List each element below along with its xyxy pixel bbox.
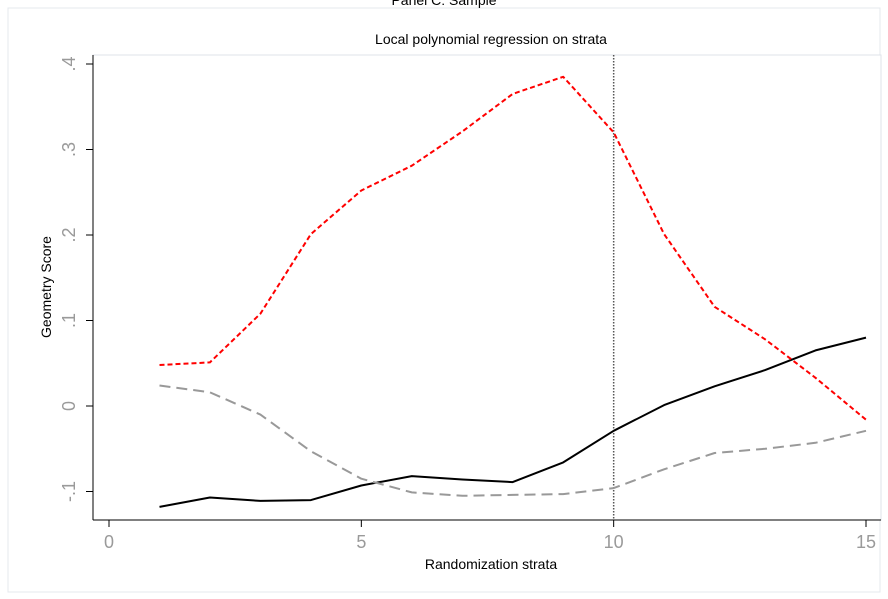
series-layer — [159, 75, 867, 508]
x-tick-label: 10 — [604, 532, 624, 552]
panel-title: Panel C: Sample — [391, 0, 497, 8]
axes: 0 5 10 15 -.1 0 .1 .2 .3 .4 — [59, 55, 881, 552]
y-tick-label: .2 — [59, 227, 79, 242]
chart-title: Local polynomial regression on strata — [375, 31, 607, 47]
x-tick-label: 15 — [856, 532, 876, 552]
series-line-3 — [159, 384, 867, 497]
series-line-1 — [159, 336, 867, 508]
y-axis-title: Geometry Score — [38, 236, 54, 338]
y-tick-label: 0 — [59, 401, 79, 411]
x-axis-title: Randomization strata — [425, 556, 558, 572]
y-tick-label: -.1 — [59, 481, 79, 502]
y-tick-label: .1 — [59, 313, 79, 328]
series-line-2 — [159, 75, 867, 421]
y-tick-label: .3 — [59, 142, 79, 157]
plot-area — [92, 54, 882, 521]
y-tick-label: .4 — [59, 56, 79, 71]
x-tick-label: 5 — [356, 532, 366, 552]
x-tick-label: 0 — [104, 532, 114, 552]
